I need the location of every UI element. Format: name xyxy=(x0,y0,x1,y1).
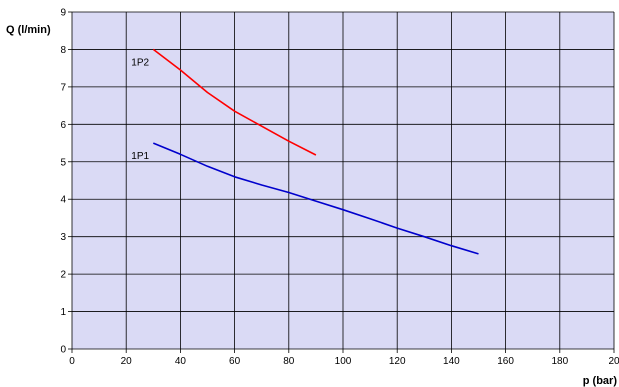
x-tick-label: 100 xyxy=(335,356,352,367)
y-tick-label: 4 xyxy=(60,195,66,206)
y-tick-label: 1 xyxy=(60,307,66,318)
series-line-1p2 xyxy=(152,48,317,156)
x-tick-label: 20 xyxy=(608,356,619,367)
x-tick-label: 160 xyxy=(497,356,514,367)
x-tick-label: 40 xyxy=(175,356,187,367)
y-tick-label: 9 xyxy=(60,8,66,19)
series-label-1p2: 1P2 xyxy=(131,57,149,68)
x-tick-label: 80 xyxy=(283,356,295,367)
series-line-1p1 xyxy=(152,142,479,255)
grid xyxy=(71,11,615,350)
x-tick-label: 60 xyxy=(229,356,241,367)
x-tick-label: 180 xyxy=(551,356,568,367)
x-tick-label: 140 xyxy=(443,356,460,367)
x-tick-label: 120 xyxy=(389,356,406,367)
y-tick-label: 0 xyxy=(60,345,66,356)
x-axis-title: p (bar) xyxy=(583,375,618,387)
series-layer: 1P2 1P1 xyxy=(131,48,479,255)
y-tick-label: 3 xyxy=(60,232,66,243)
y-tick-label: 2 xyxy=(60,270,66,281)
x-tick-label: 0 xyxy=(69,356,75,367)
y-tick-label: 7 xyxy=(60,82,66,93)
y-tick-label: 5 xyxy=(60,157,66,168)
x-tick-label: 20 xyxy=(121,356,133,367)
series-label-1p1: 1P1 xyxy=(131,151,149,162)
y-tick-label: 8 xyxy=(60,45,66,56)
y-axis-title: Q (l/min) xyxy=(6,24,51,36)
y-tick-label: 6 xyxy=(60,120,66,131)
